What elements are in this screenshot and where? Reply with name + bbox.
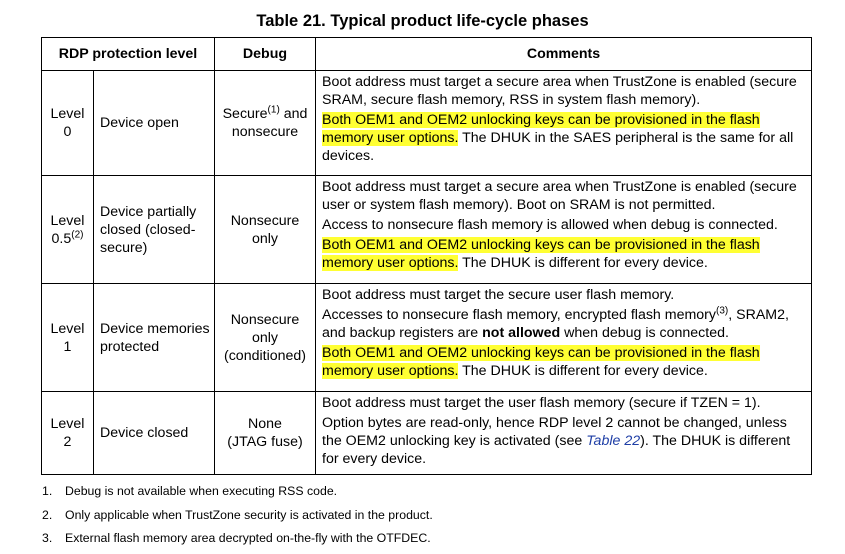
comment-paragraph: Access to nonsecure flash memory is allo…	[322, 217, 778, 233]
debug-cell: Nonsecure only	[214, 175, 316, 284]
level-word: Level	[50, 416, 85, 432]
debug-line: Nonsecure	[230, 212, 300, 229]
table-22-link[interactable]: Table 22	[586, 433, 641, 449]
description-cell: Device closed	[93, 391, 215, 475]
comments-cell: Boot address must target the secure user…	[315, 283, 812, 392]
comment-paragraph: Both OEM1 and OEM2 unlocking keys can be…	[322, 112, 794, 164]
footnote: 2. Only applicable when TrustZone securit…	[42, 507, 433, 522]
debug-cell: Nonsecure only (conditioned)	[214, 283, 316, 392]
table-caption: Table 21. Typical product life-cycle pha…	[256, 12, 589, 30]
comment-paragraph: Both OEM1 and OEM2 unlocking keys can be…	[322, 345, 760, 379]
footnote: 1. Debug is not available when executing …	[42, 484, 338, 498]
footnote-ref: (3)	[716, 305, 729, 317]
table-row: Level 0.5(2) Device partially closed (cl…	[41, 175, 812, 284]
debug-line: only	[251, 230, 279, 247]
level-cell: Level 2	[41, 391, 94, 475]
footnotes: 1. Debug is not available when executing …	[42, 483, 433, 554]
level-number: 2	[63, 434, 72, 450]
comments-cell: Boot address must target a secure area w…	[315, 70, 812, 176]
level-cell: Level 1	[41, 283, 94, 392]
header-comments: Comments	[315, 37, 812, 71]
comment-paragraph: Accesses to nonsecure flash memory, encr…	[322, 305, 789, 341]
debug-line: (conditioned)	[223, 347, 307, 364]
header-row: RDP protection level Debug Comments	[41, 37, 812, 71]
lifecycle-table: RDP protection level Debug Comments Leve…	[41, 37, 812, 475]
comments-cell: Boot address must target the user flash …	[315, 391, 812, 475]
footnote: 3. External flash memory area decrypted o…	[42, 531, 431, 545]
debug-cell: Secure(1) and nonsecure	[214, 70, 316, 176]
level-word: Level	[50, 212, 85, 229]
footnote-ref: (1)	[267, 104, 280, 116]
comment-paragraph: Boot address must target the user flash …	[322, 395, 761, 411]
comment-paragraph: Option bytes are read-only, hence RDP le…	[322, 415, 791, 467]
level-word: Level	[50, 106, 85, 122]
header-debug: Debug	[214, 37, 316, 71]
level-cell: Level 0.5(2)	[41, 175, 94, 284]
description-cell: Device open	[93, 70, 215, 176]
level-cell: Level 0	[41, 70, 94, 176]
description-cell: Device partially closed (closed-secure)	[93, 175, 215, 284]
level-number: 1	[63, 338, 72, 355]
comment-paragraph: Boot address must target a secure area w…	[322, 74, 797, 108]
debug-line: only	[251, 329, 279, 346]
table-row: Level 0 Device open Secure(1) and nonsec…	[41, 70, 812, 176]
debug-line: (JTAG fuse)	[227, 434, 303, 450]
comment-paragraph: Both OEM1 and OEM2 unlocking keys can be…	[322, 237, 760, 271]
level-number: 0.5(2)	[51, 228, 84, 247]
comments-cell: Boot address must target a secure area w…	[315, 175, 812, 284]
level-word: Level	[50, 320, 85, 337]
debug-line: Nonsecure	[230, 311, 300, 328]
debug-line: None	[248, 416, 282, 432]
table-row: Level 1 Device memories protected Nonsec…	[41, 283, 812, 392]
header-rdp-level: RDP protection level	[41, 37, 215, 71]
emphasis-text: not allowed	[482, 325, 561, 341]
debug-line: nonsecure	[231, 124, 299, 140]
debug-line: Secure(1) and	[222, 104, 308, 122]
table-row: Level 2 Device closed None (JTAG fuse) B…	[41, 391, 812, 475]
description-cell: Device memories protected	[93, 283, 215, 392]
footnote-ref: (2)	[71, 228, 84, 240]
level-number: 0	[63, 124, 72, 140]
comment-paragraph: Boot address must target the secure user…	[322, 287, 675, 303]
debug-cell: None (JTAG fuse)	[214, 391, 316, 475]
comment-paragraph: Boot address must target a secure area w…	[322, 179, 797, 213]
